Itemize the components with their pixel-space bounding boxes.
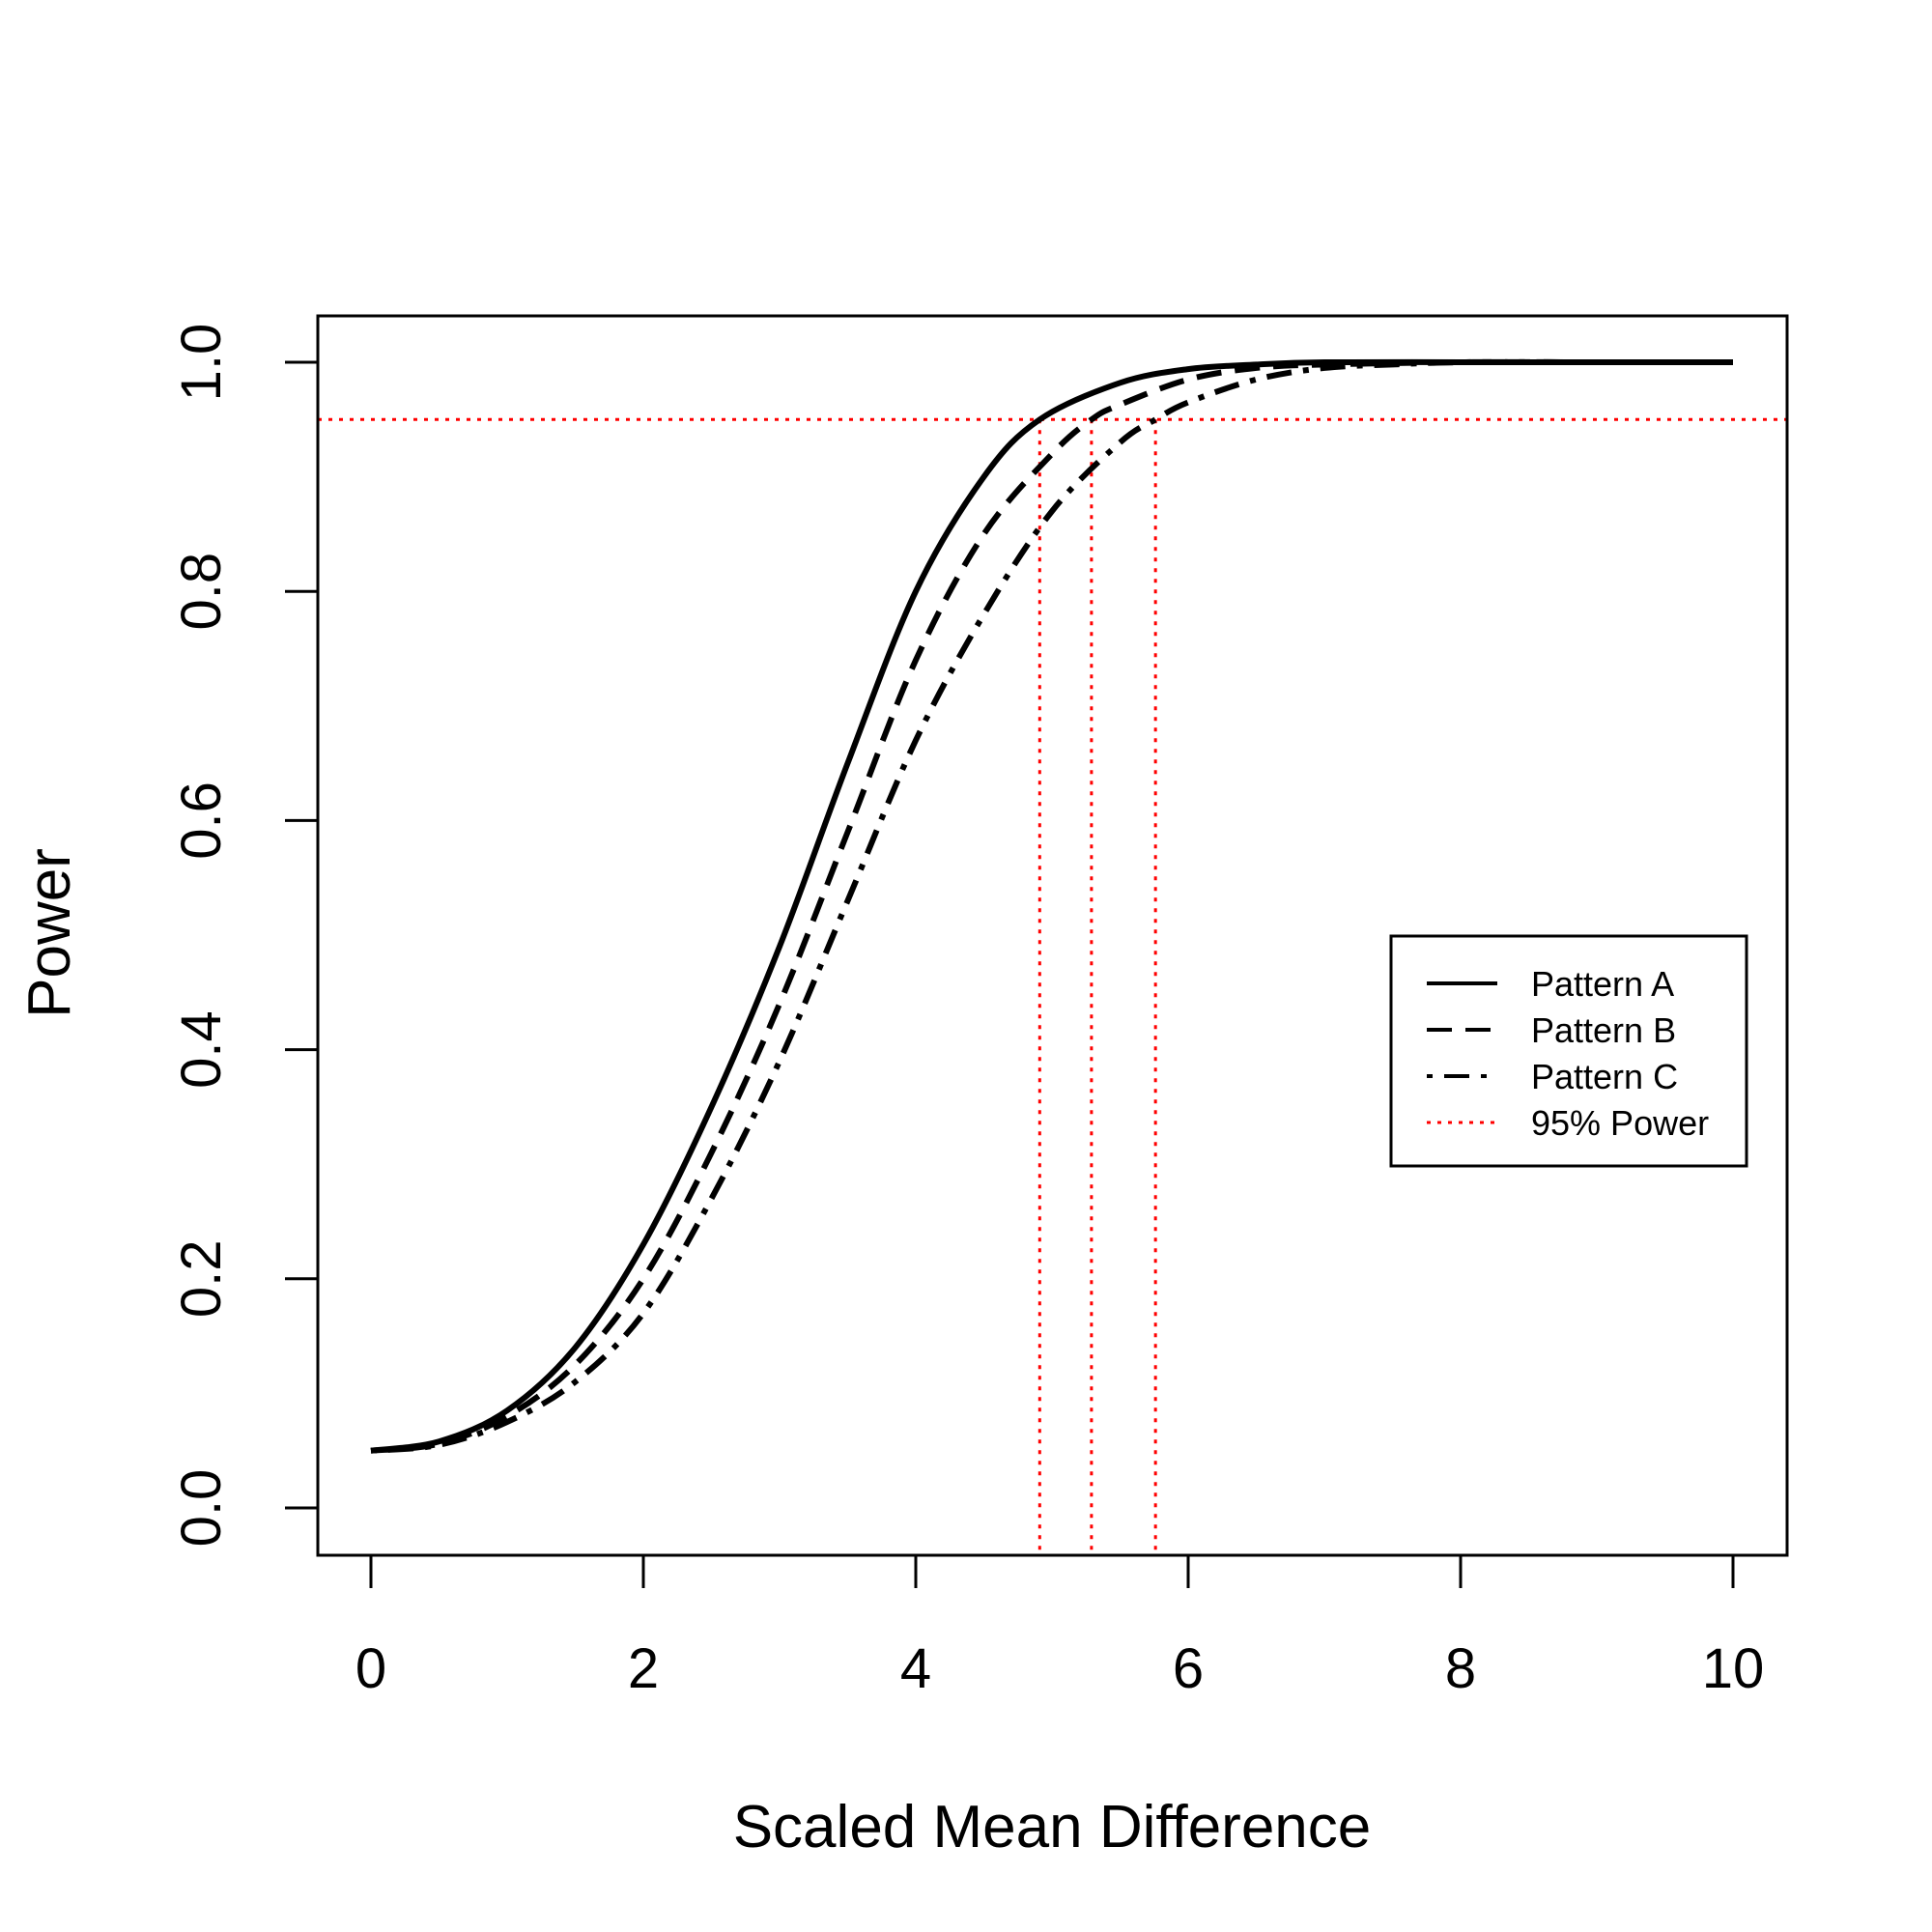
series-lines (370, 358, 1733, 1454)
legend-box (1389, 934, 1748, 1168)
legend-label: Pattern B (1531, 1010, 1676, 1050)
x-axis: 0 2 4 6 8 10 (355, 1553, 1765, 1700)
y-tick-label: 0.6 (170, 781, 233, 860)
legend-label: Pattern A (1531, 964, 1674, 1004)
x-axis-title: Scaled Mean Difference (733, 1794, 1372, 1861)
y-tick-label: 0.0 (170, 1469, 233, 1548)
y-axis: 0.0 0.2 0.4 0.6 0.8 1.0 (170, 324, 320, 1548)
y-tick-label: 1.0 (170, 324, 233, 402)
legend-label: 95% Power (1531, 1103, 1709, 1143)
legend: Pattern A Pattern B Pattern C 95% Power (1389, 934, 1748, 1168)
y-tick-label: 0.8 (170, 553, 233, 631)
reference-lines (318, 417, 1787, 1555)
x-tick-label: 2 (628, 1637, 659, 1700)
x-tick-label: 6 (1173, 1637, 1204, 1700)
y-axis-title: Power (16, 848, 83, 1018)
legend-label: Pattern C (1531, 1057, 1678, 1096)
y-tick-label: 0.4 (170, 1010, 233, 1089)
x-tick-label: 0 (355, 1637, 386, 1700)
series-line-pattern-b (370, 358, 1733, 1454)
legend-entries: Pattern A Pattern B Pattern C 95% Power (1427, 964, 1709, 1143)
series-line-pattern-a (370, 358, 1733, 1454)
series-line-pattern-c (370, 358, 1733, 1454)
y-tick-label: 0.2 (170, 1239, 233, 1318)
x-tick-label: 4 (900, 1637, 931, 1700)
x-tick-label: 10 (1702, 1637, 1765, 1700)
x-tick-label: 8 (1445, 1637, 1476, 1700)
